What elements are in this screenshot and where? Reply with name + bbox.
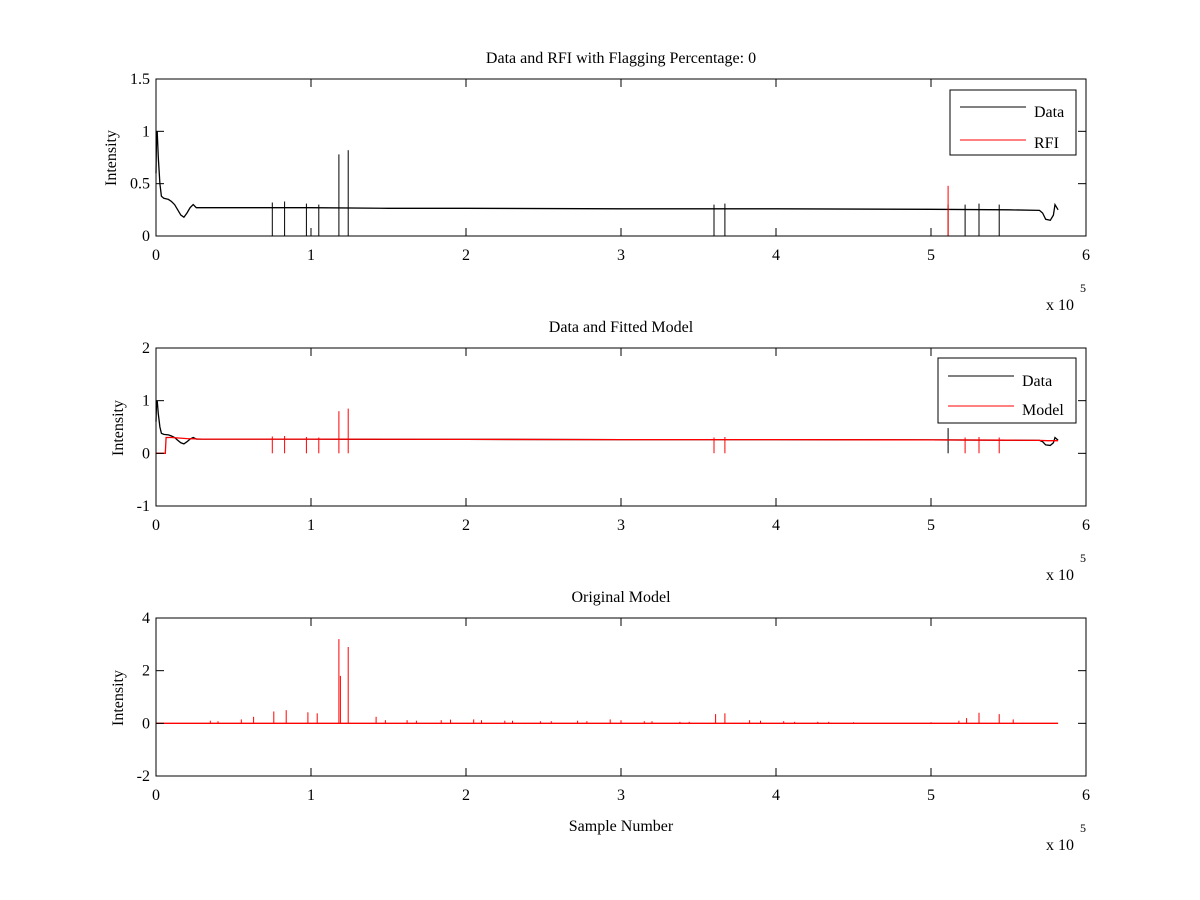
x-tick-label: 6 (1082, 517, 1090, 534)
legend: Data Model (937, 357, 1077, 424)
legend: Data RFI (949, 89, 1077, 156)
x-tick-label: 3 (617, 247, 625, 264)
y-tick-label: 0.5 (130, 176, 150, 193)
y-tick-label: 1 (142, 393, 150, 410)
x-tick-label: 2 (462, 517, 470, 534)
x-tick-label: 2 (462, 787, 470, 804)
legend-label-rfi: RFI (1034, 135, 1059, 152)
x-tick-label: 1 (307, 517, 315, 534)
y-axis-label: Intensity (103, 130, 120, 186)
x-tick-label: 4 (772, 517, 780, 534)
y-axis-label: Intensity (110, 670, 127, 726)
y-axis-label: Intensity (110, 400, 127, 456)
y-tick-label: 0 (142, 445, 150, 462)
x-tick-label: 6 (1082, 247, 1090, 264)
legend-box (937, 357, 1077, 424)
y-tick-label: 2 (142, 340, 150, 357)
y-tick-label: 0 (142, 715, 150, 732)
y-tick-label: 1 (142, 123, 150, 140)
x-tick-label: 5 (927, 247, 935, 264)
x-exponent-power: 5 (1080, 281, 1086, 295)
x-tick-label: 0 (152, 787, 160, 804)
x-exponent-base: x 10 (1046, 837, 1074, 854)
series-model-line (156, 436, 1059, 454)
x-tick-label: 3 (617, 787, 625, 804)
x-exponent-base: x 10 (1046, 297, 1074, 314)
x-tick-label: 0 (152, 247, 160, 264)
x-tick-label: 2 (462, 247, 470, 264)
legend-label-data: Data (1034, 104, 1064, 121)
x-tick-label: 1 (307, 787, 315, 804)
x-tick-label: 5 (927, 517, 935, 534)
x-tick-label: 1 (307, 247, 315, 264)
y-tick-label: 0 (142, 228, 150, 245)
x-tick-label: 5 (927, 787, 935, 804)
x-exponent-power: 5 (1080, 551, 1086, 565)
x-exponent-power: 5 (1080, 821, 1086, 835)
x-tick-label: 0 (152, 517, 160, 534)
y-tick-label: -2 (137, 768, 150, 785)
plot-title: Data and RFI with Flagging Percentage: 0 (486, 50, 756, 67)
x-tick-label: 4 (772, 247, 780, 264)
y-tick-label: -1 (137, 498, 150, 515)
subplot-1: Data and RFI with Flagging Percentage: 0… (103, 50, 1090, 314)
y-tick-label: 1.5 (130, 71, 150, 88)
legend-label-data: Data (1022, 373, 1052, 390)
plot-title: Data and Fitted Model (549, 319, 694, 336)
x-exponent-base: x 10 (1046, 567, 1074, 584)
plot-title: Original Model (571, 589, 671, 606)
x-tick-label: 3 (617, 517, 625, 534)
y-tick-label: 4 (142, 610, 150, 627)
y-tick-label: 2 (142, 663, 150, 680)
legend-label-model: Model (1022, 402, 1064, 419)
series-data-line (155, 131, 1059, 222)
legend-box (949, 89, 1077, 156)
x-tick-label: 6 (1082, 787, 1090, 804)
x-tick-label: 4 (772, 787, 780, 804)
x-axis-label: Sample Number (569, 818, 674, 835)
